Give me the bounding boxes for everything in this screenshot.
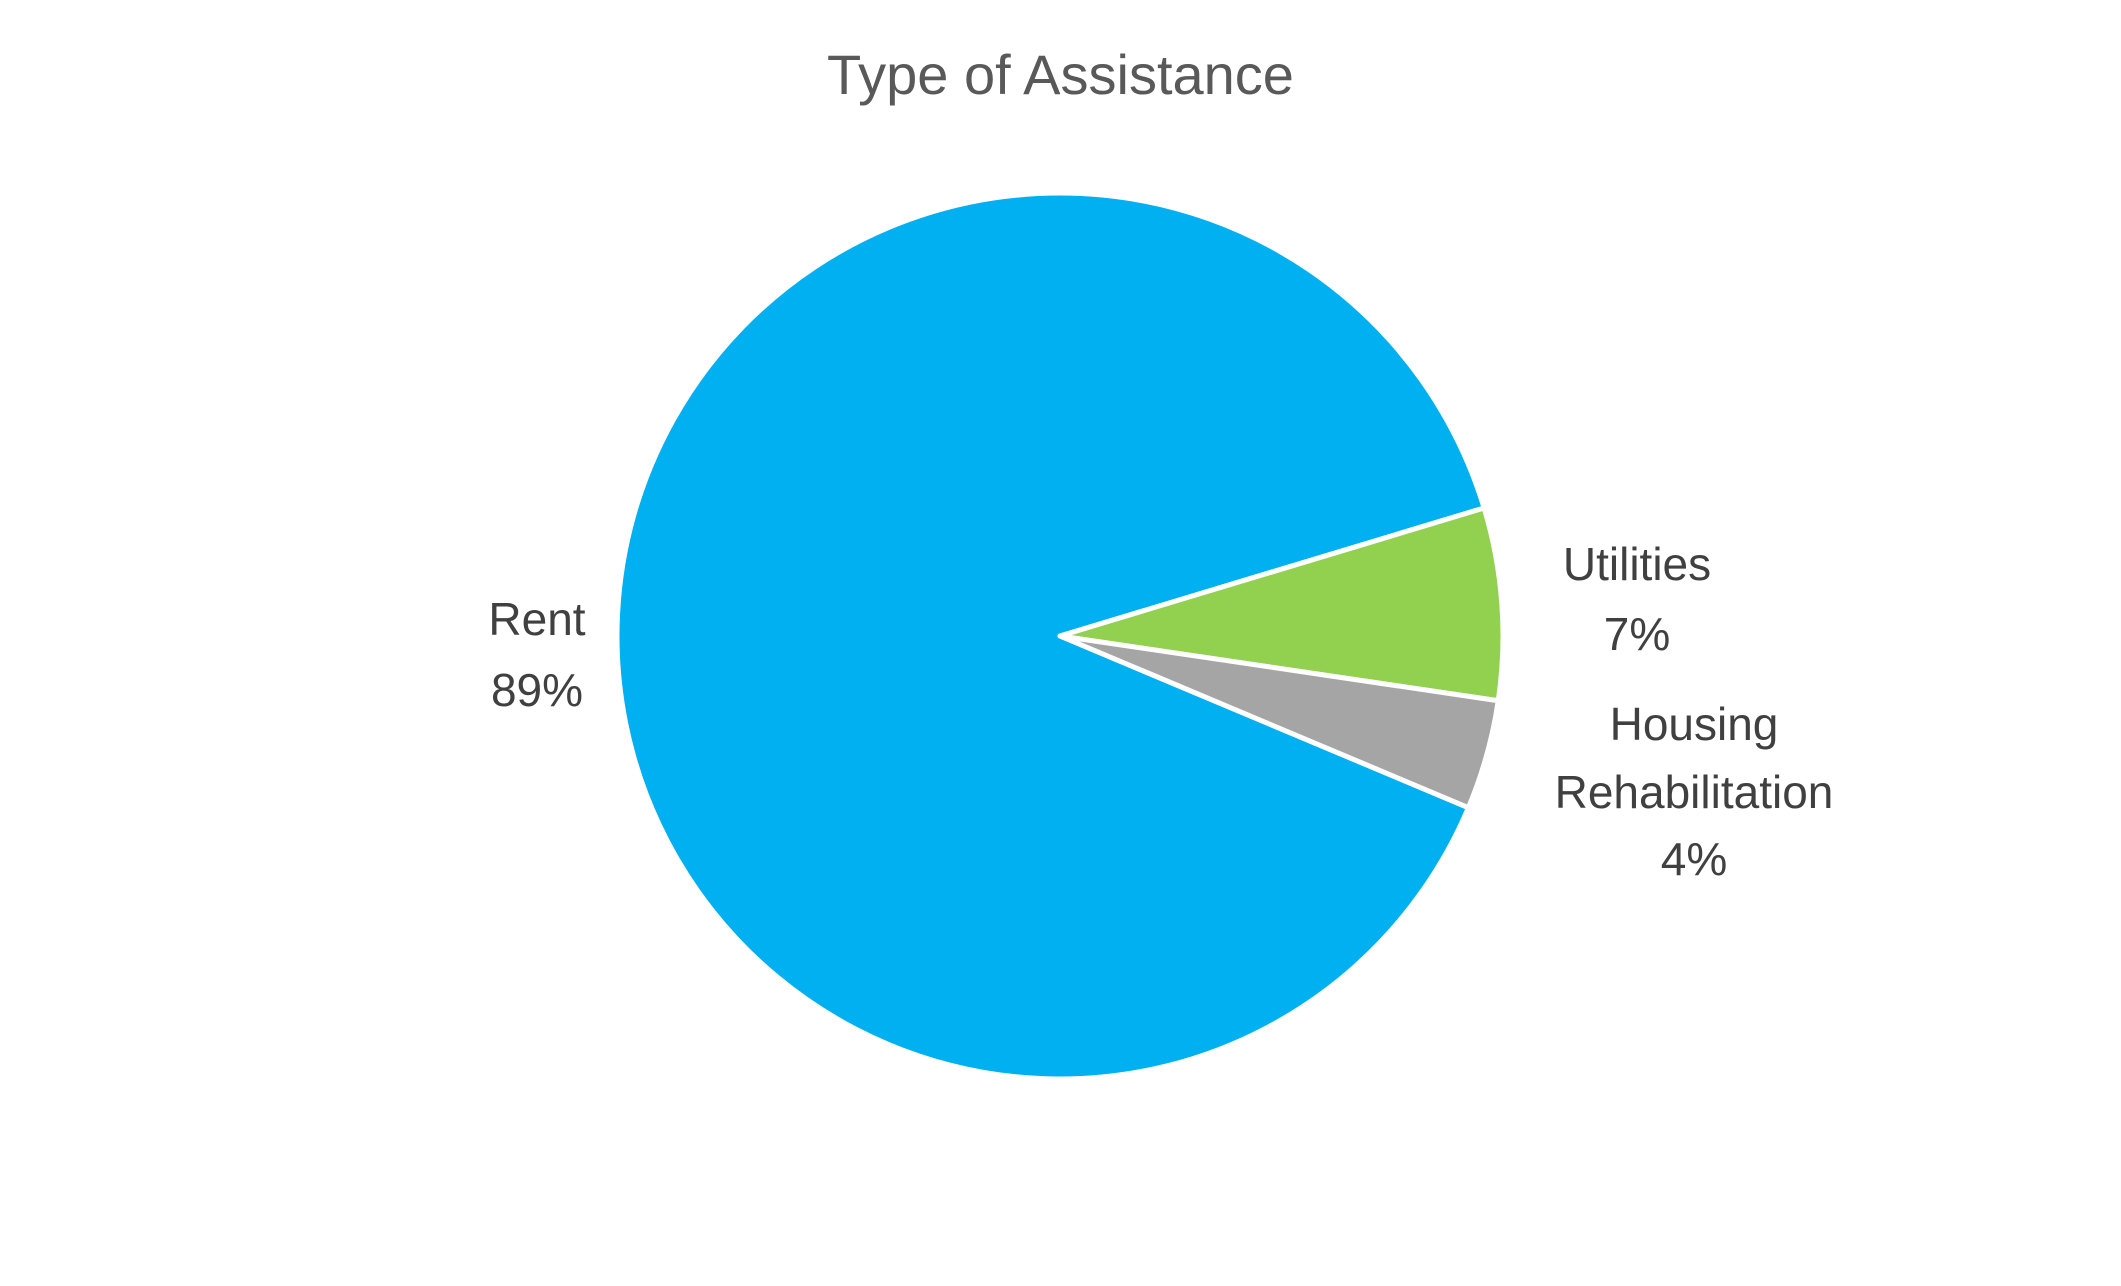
- data-label-value-rent: 89%: [491, 664, 583, 716]
- pie-slice-rent: [614, 190, 1487, 1082]
- data-label-category-housing-rehabilitation: Rehabilitation: [1555, 766, 1834, 818]
- data-label-category-housing-rehabilitation: Housing: [1610, 698, 1779, 750]
- data-label-category-utilities: Utilities: [1563, 538, 1711, 590]
- data-label-category-rent: Rent: [488, 593, 585, 645]
- data-label-value-utilities: 7%: [1604, 608, 1670, 660]
- pie-slice-housing-rehabilitation: [1057, 633, 1501, 811]
- chart-title: Type of Assistance: [827, 43, 1294, 106]
- pie-slice-utilities: [1057, 505, 1506, 704]
- data-label-value-housing-rehabilitation: 4%: [1661, 833, 1727, 885]
